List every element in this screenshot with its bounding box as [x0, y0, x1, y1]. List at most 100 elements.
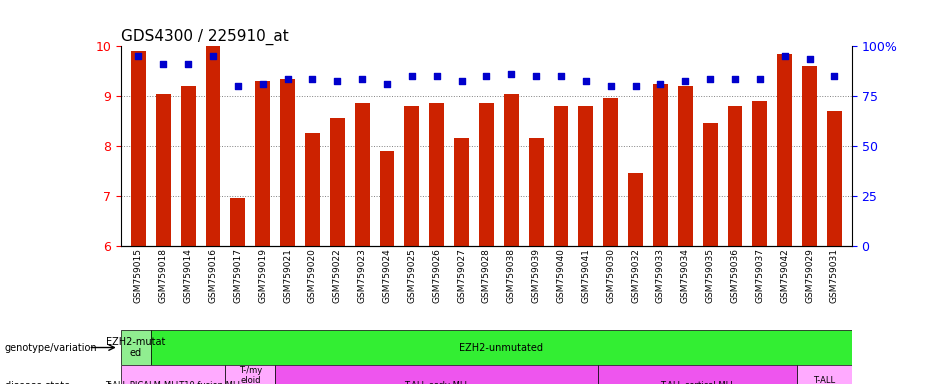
- Point: [181, 60, 196, 67]
- Text: GSM759034: GSM759034: [681, 248, 690, 303]
- Text: GSM759037: GSM759037: [755, 248, 764, 303]
- Bar: [121, 330, 151, 365]
- Point: [355, 75, 370, 81]
- Bar: [797, 365, 852, 384]
- Bar: [752, 101, 767, 246]
- Text: GSM759025: GSM759025: [408, 248, 416, 303]
- Bar: [230, 198, 246, 246]
- Point: [255, 81, 270, 87]
- Point: [131, 53, 146, 59]
- Text: GSM759020: GSM759020: [308, 248, 317, 303]
- Point: [404, 73, 419, 79]
- Text: disease state: disease state: [5, 381, 70, 384]
- Text: GSM759014: GSM759014: [183, 248, 193, 303]
- Text: GSM759024: GSM759024: [383, 248, 392, 303]
- Bar: [330, 118, 344, 246]
- Point: [305, 75, 320, 81]
- Text: GSM759019: GSM759019: [258, 248, 267, 303]
- Text: GSM759031: GSM759031: [830, 248, 839, 303]
- Bar: [628, 174, 643, 246]
- Bar: [554, 106, 569, 246]
- Text: GSM759032: GSM759032: [631, 248, 641, 303]
- Text: T-/my
eloid
mixed
acute: T-/my eloid mixed acute: [237, 366, 263, 384]
- Bar: [380, 151, 395, 246]
- Text: T-ALL early MLL: T-ALL early MLL: [404, 381, 469, 384]
- Point: [803, 55, 817, 61]
- Bar: [603, 98, 618, 246]
- Bar: [131, 51, 146, 246]
- Text: GSM759021: GSM759021: [283, 248, 292, 303]
- Text: GSM759026: GSM759026: [432, 248, 441, 303]
- Point: [777, 53, 792, 59]
- Text: GSM759029: GSM759029: [805, 248, 814, 303]
- Point: [380, 81, 395, 87]
- Bar: [454, 138, 469, 246]
- Bar: [529, 138, 544, 246]
- Text: GSM759038: GSM759038: [506, 248, 516, 303]
- Point: [230, 83, 245, 89]
- Bar: [305, 134, 320, 246]
- Point: [827, 73, 842, 79]
- Bar: [678, 86, 693, 246]
- Text: GSM759027: GSM759027: [457, 248, 466, 303]
- Point: [280, 75, 295, 81]
- Text: GSM759036: GSM759036: [731, 248, 739, 303]
- Point: [728, 75, 743, 81]
- Bar: [727, 106, 743, 246]
- Text: GSM759041: GSM759041: [581, 248, 590, 303]
- Bar: [276, 365, 599, 384]
- Point: [678, 78, 693, 84]
- Text: GSM759028: GSM759028: [482, 248, 491, 303]
- Point: [529, 73, 544, 79]
- Bar: [599, 365, 797, 384]
- Bar: [504, 93, 519, 246]
- Text: GSM759039: GSM759039: [532, 248, 541, 303]
- Bar: [121, 365, 225, 384]
- Bar: [181, 86, 196, 246]
- Text: GSM759033: GSM759033: [656, 248, 665, 303]
- Bar: [703, 124, 718, 246]
- Bar: [777, 53, 792, 246]
- Bar: [653, 84, 668, 246]
- Text: GSM759017: GSM759017: [234, 248, 242, 303]
- Point: [429, 73, 444, 79]
- Text: T-ALL
mature MLL: T-ALL mature MLL: [800, 376, 849, 384]
- Point: [752, 75, 767, 81]
- Text: GSM759030: GSM759030: [606, 248, 615, 303]
- Text: EZH2-mutat
ed: EZH2-mutat ed: [106, 337, 166, 358]
- Text: T-ALL PICALM-MLLT10 fusion MLL: T-ALL PICALM-MLLT10 fusion MLL: [104, 381, 242, 384]
- Bar: [827, 111, 842, 246]
- Text: GSM759015: GSM759015: [134, 248, 143, 303]
- Text: GSM759018: GSM759018: [159, 248, 168, 303]
- Point: [628, 83, 643, 89]
- Text: GSM759016: GSM759016: [209, 248, 218, 303]
- Text: GSM759035: GSM759035: [706, 248, 715, 303]
- Text: GSM759040: GSM759040: [557, 248, 565, 303]
- Bar: [429, 104, 444, 246]
- Text: genotype/variation: genotype/variation: [5, 343, 97, 353]
- Bar: [578, 106, 593, 246]
- Point: [653, 81, 668, 87]
- Point: [454, 78, 469, 84]
- Bar: [225, 365, 276, 384]
- Text: GSM759022: GSM759022: [332, 248, 342, 303]
- Text: GSM759042: GSM759042: [780, 248, 789, 303]
- Bar: [479, 104, 494, 246]
- Bar: [803, 66, 817, 246]
- Point: [703, 75, 718, 81]
- Bar: [280, 79, 295, 246]
- Bar: [255, 81, 270, 246]
- Point: [479, 73, 494, 79]
- Text: GDS4300 / 225910_at: GDS4300 / 225910_at: [121, 28, 289, 45]
- Bar: [404, 106, 419, 246]
- Bar: [206, 46, 221, 246]
- Point: [206, 53, 221, 59]
- Bar: [355, 104, 370, 246]
- Point: [504, 71, 519, 77]
- Text: EZH2-unmutated: EZH2-unmutated: [459, 343, 544, 353]
- Point: [603, 83, 618, 89]
- Point: [554, 73, 569, 79]
- Point: [155, 60, 170, 67]
- Point: [330, 78, 344, 84]
- Text: T-ALL cortical MLL: T-ALL cortical MLL: [660, 381, 735, 384]
